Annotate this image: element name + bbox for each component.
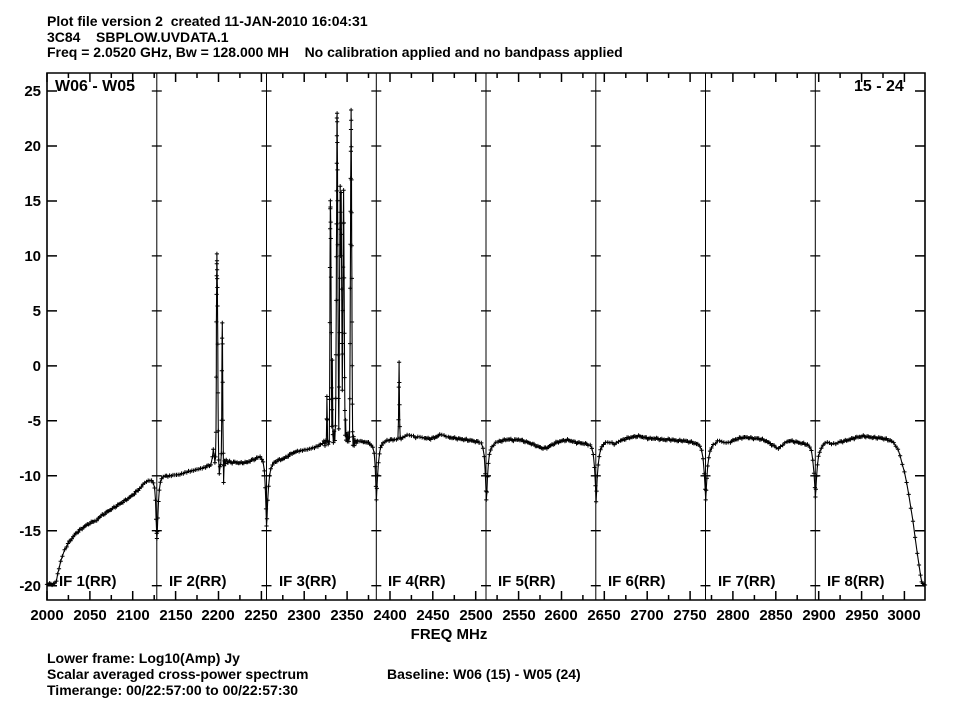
y-tick-label: -5: [27, 413, 41, 430]
x-tick-label: 2350: [330, 607, 364, 624]
baseline-antennas-line: Baseline: W06 (15) - W05 (24): [387, 666, 581, 682]
x-tick-label: 2100: [116, 607, 150, 624]
plot-file-version-line: Plot file version 2 created 11-JAN-2010 …: [47, 13, 368, 29]
y-tick-label: 10: [24, 248, 41, 265]
x-tick-label: 2450: [416, 607, 450, 624]
if-band-label: IF 8(RR): [827, 573, 885, 590]
x-tick-label: 2900: [802, 607, 836, 624]
x-tick-label: 2500: [459, 607, 493, 624]
y-tick-label: -20: [19, 578, 41, 595]
x-axis-title: FREQ MHz: [410, 626, 488, 643]
timerange-line: Timerange: 00/22:57:00 to 00/22:57:30: [47, 682, 299, 698]
x-tick-label: 2850: [759, 607, 793, 624]
x-tick-label: 2950: [845, 607, 879, 624]
if-band-label: IF 5(RR): [498, 573, 556, 590]
x-tick-label: 2400: [373, 607, 407, 624]
x-tick-label: 2150: [159, 607, 193, 624]
source-and-file-line: 3C84 SBPLOW.UVDATA.1: [47, 28, 229, 45]
x-tick-label: 2800: [716, 607, 750, 624]
y-tick-label: 15: [24, 193, 41, 210]
lower-frame-units-line: Lower frame: Log10(Amp) Jy: [47, 650, 240, 666]
x-tick-label: 2600: [544, 607, 578, 624]
if-band-label: IF 6(RR): [608, 573, 666, 590]
x-tick-label: 2700: [630, 607, 664, 624]
freq-bandwidth-calibration-line: Freq = 2.0520 GHz, Bw = 128.000 MH No ca…: [47, 44, 623, 60]
x-tick-label: 2300: [287, 607, 321, 624]
y-tick-label: 5: [32, 303, 41, 320]
x-tick-label: 2000: [30, 607, 64, 624]
if-band-label: IF 1(RR): [59, 573, 117, 590]
if-band-label: IF 2(RR): [169, 573, 227, 590]
x-tick-label: 2550: [502, 607, 536, 624]
x-tick-label: 2200: [201, 607, 235, 624]
y-tick-label: -10: [19, 468, 41, 485]
y-tick-label: -15: [19, 523, 41, 540]
if-band-label: IF 3(RR): [279, 573, 337, 590]
baseline-number-label: 15 - 24: [854, 78, 904, 95]
antenna-pair-label: W06 - W05: [55, 78, 136, 95]
x-tick-label: 2650: [587, 607, 621, 624]
x-tick-label: 3000: [887, 607, 921, 624]
y-tick-label: 20: [24, 138, 41, 155]
x-tick-label: 2250: [244, 607, 278, 624]
x-tick-label: 2050: [73, 607, 107, 624]
y-tick-label: 0: [32, 358, 41, 375]
spectrum-type-line: Scalar averaged cross-power spectrum: [47, 666, 309, 682]
if-band-label: IF 4(RR): [388, 573, 446, 590]
if-band-label: IF 7(RR): [718, 573, 776, 590]
x-tick-label: 2750: [673, 607, 707, 624]
y-tick-label: 25: [24, 83, 41, 100]
